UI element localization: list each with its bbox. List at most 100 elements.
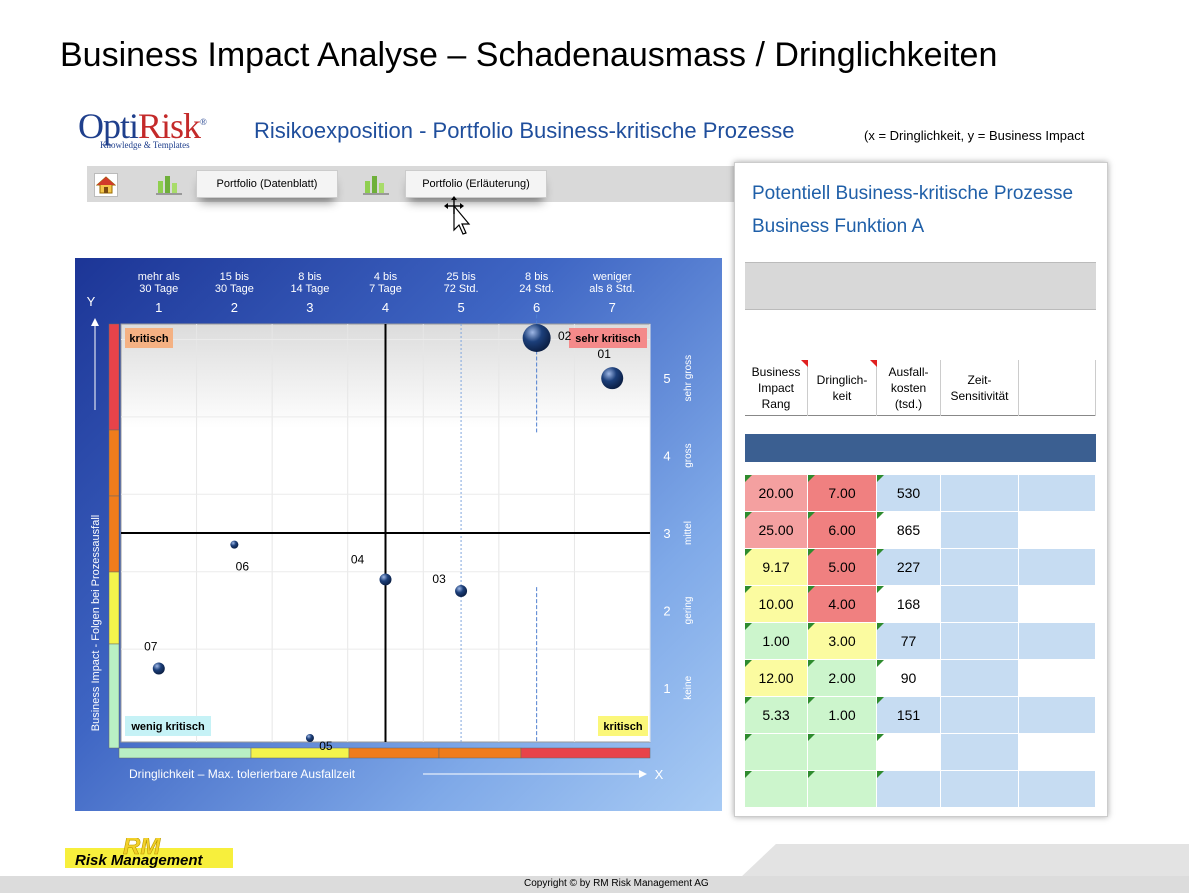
portfolio-chart: mehr als 30 Tage 1 15 bis 30 Tage 2 8 bis 14 Ta… xyxy=(75,258,722,811)
formula-marker xyxy=(745,549,752,556)
x-header-line2: 72 Std. xyxy=(444,283,479,295)
cell-dringlichkeit[interactable]: 5.00 xyxy=(808,549,877,586)
cell-zeit-sensitivitaet[interactable] xyxy=(941,549,1019,586)
x-header-line1: weniger xyxy=(592,271,632,283)
x-tick-label: 7 xyxy=(609,300,616,315)
cell-rang[interactable]: 1.00 xyxy=(745,623,808,660)
cell-zeit-sensitivitaet[interactable] xyxy=(941,697,1019,734)
cell-extra[interactable] xyxy=(1019,771,1096,808)
formula-marker xyxy=(745,734,752,741)
cell-ausfallkosten[interactable] xyxy=(877,734,941,771)
portfolio-erlaeuterung-button[interactable]: Portfolio (Erläuterung) xyxy=(405,170,547,198)
portfolio-datenblatt-button[interactable]: Portfolio (Datenblatt) xyxy=(196,170,338,198)
y-tick-label: 2 xyxy=(663,603,670,618)
cell-ausfallkosten[interactable]: 77 xyxy=(877,623,941,660)
x-tick-label: 3 xyxy=(306,300,313,315)
x-tick-label: 5 xyxy=(457,300,464,315)
cell-zeit-sensitivitaet[interactable] xyxy=(941,512,1019,549)
cell-dringlichkeit[interactable] xyxy=(808,734,877,771)
cell-zeit-sensitivitaet[interactable] xyxy=(941,586,1019,623)
chart-icon[interactable] xyxy=(363,173,389,195)
cell-ausfallkosten[interactable] xyxy=(877,771,941,808)
x-header-line1: 4 bis xyxy=(374,271,398,283)
cell-ausfallkosten[interactable]: 151 xyxy=(877,697,941,734)
formula-marker xyxy=(877,586,884,593)
formula-marker xyxy=(877,697,884,704)
x-header-line1: mehr als xyxy=(138,271,181,283)
cell-rang[interactable]: 10.00 xyxy=(745,586,808,623)
cell-extra[interactable] xyxy=(1019,475,1096,512)
y-header-label: sehr gross xyxy=(683,355,694,402)
axis-note: (x = Dringlichkeit, y = Business Impact xyxy=(864,128,1085,143)
cell-ausfallkosten[interactable]: 90 xyxy=(877,660,941,697)
footer-bar xyxy=(0,876,1189,893)
quadrant-label-bottom-left: wenig kritisch xyxy=(130,721,205,733)
cell-extra[interactable] xyxy=(1019,549,1096,586)
cell-extra[interactable] xyxy=(1019,660,1096,697)
x-header-line2: 7 Tage xyxy=(369,283,402,295)
cell-rang[interactable]: 20.00 xyxy=(745,475,808,512)
cell-rang[interactable]: 12.00 xyxy=(745,660,808,697)
x-tick-label: 2 xyxy=(231,300,238,315)
cell-rang[interactable]: 9.17 xyxy=(745,549,808,586)
formula-marker xyxy=(745,623,752,630)
cell-dringlichkeit[interactable]: 6.00 xyxy=(808,512,877,549)
cell-ausfallkosten[interactable]: 227 xyxy=(877,549,941,586)
cell-dringlichkeit[interactable]: 1.00 xyxy=(808,697,877,734)
cell-dringlichkeit[interactable]: 7.00 xyxy=(808,475,877,512)
y-axis-letter: Y xyxy=(87,294,96,309)
cell-extra[interactable] xyxy=(1019,586,1096,623)
table-header-cell xyxy=(1019,360,1096,416)
y-tick-label: 1 xyxy=(663,681,670,696)
impact-color-strip xyxy=(108,571,120,645)
home-button[interactable] xyxy=(94,173,118,197)
cell-extra[interactable] xyxy=(1019,512,1096,549)
optirisk-logo: OptiRisk® Knowledge & Templates xyxy=(78,106,207,150)
impact-color-strip xyxy=(108,429,120,497)
impact-color-strip xyxy=(108,643,120,749)
data-point-04 xyxy=(379,573,392,586)
cell-zeit-sensitivitaet[interactable] xyxy=(941,771,1019,808)
cell-zeit-sensitivitaet[interactable] xyxy=(941,660,1019,697)
data-point-06 xyxy=(230,540,239,549)
table-header-cell: Zeit- Sensitivität xyxy=(941,360,1019,416)
cell-ausfallkosten[interactable]: 865 xyxy=(877,512,941,549)
x-header-line2: als 8 Std. xyxy=(589,283,635,295)
cell-dringlichkeit[interactable]: 2.00 xyxy=(808,660,877,697)
formula-marker xyxy=(745,771,752,778)
cell-extra[interactable] xyxy=(1019,697,1096,734)
y-tick-label: 5 xyxy=(663,371,670,386)
x-header-line1: 15 bis xyxy=(220,271,250,283)
cell-zeit-sensitivitaet[interactable] xyxy=(941,475,1019,512)
cell-rang[interactable]: 25.00 xyxy=(745,512,808,549)
quadrant-label-top-left: kritisch xyxy=(129,333,168,345)
data-label-02: 02 xyxy=(558,329,572,343)
data-point-01 xyxy=(601,367,624,390)
cell-zeit-sensitivitaet[interactable] xyxy=(941,734,1019,771)
home-icon xyxy=(96,176,116,194)
cell-dringlichkeit[interactable]: 3.00 xyxy=(808,623,877,660)
table-header-cell: Dringlich-keit xyxy=(808,360,877,416)
formula-marker xyxy=(808,586,815,593)
urgency-color-strip xyxy=(348,747,440,759)
y-tick-label: 4 xyxy=(663,449,670,464)
chart-icon[interactable] xyxy=(156,173,182,195)
formula-marker xyxy=(877,660,884,667)
cell-ausfallkosten[interactable]: 168 xyxy=(877,586,941,623)
cell-rang[interactable] xyxy=(745,771,808,808)
cell-extra[interactable] xyxy=(1019,623,1096,660)
formula-marker xyxy=(877,512,884,519)
x-header-line1: 8 bis xyxy=(298,271,322,283)
formula-marker xyxy=(745,697,752,704)
cell-rang[interactable] xyxy=(745,734,808,771)
cell-dringlichkeit[interactable] xyxy=(808,771,877,808)
cell-dringlichkeit[interactable]: 4.00 xyxy=(808,586,877,623)
cell-zeit-sensitivitaet[interactable] xyxy=(941,623,1019,660)
x-axis-arrow-head xyxy=(639,770,647,778)
table-header-cell: Business Impact Rang xyxy=(745,360,808,416)
svg-text:Risk Management: Risk Management xyxy=(75,852,204,869)
cell-extra[interactable] xyxy=(1019,734,1096,771)
cell-rang[interactable]: 5.33 xyxy=(745,697,808,734)
cell-ausfallkosten[interactable]: 530 xyxy=(877,475,941,512)
table-subtitle: Business Funktion A xyxy=(752,216,925,237)
